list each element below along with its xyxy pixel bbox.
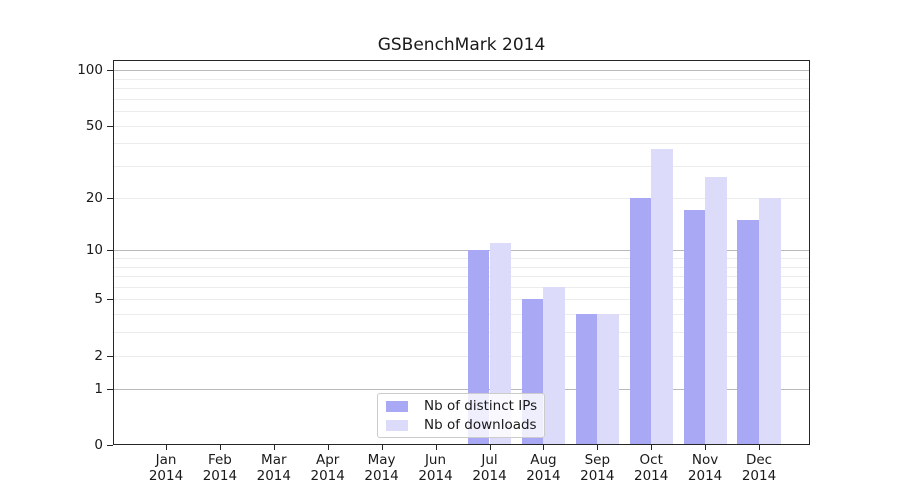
bar-distinct-ips: [575, 314, 598, 445]
y-tick-label: 100: [77, 62, 103, 78]
legend-label-distinct-ips: Nb of distinct IPs: [424, 398, 538, 414]
y-gridline-minor: [114, 197, 810, 199]
bar-downloads: [543, 286, 565, 445]
x-tick-label: Jan 2014: [148, 452, 184, 484]
legend-item-distinct-ips: Nb of distinct IPs: [386, 399, 544, 413]
y-tick: [107, 388, 113, 390]
y-gridline-minor: [114, 299, 810, 301]
legend-item-downloads: Nb of downloads: [386, 418, 544, 432]
x-tick-label: Oct 2014: [634, 452, 669, 484]
x-tick: [435, 445, 437, 450]
chart-title: GSBenchMark 2014: [377, 35, 546, 55]
y-tick: [107, 299, 113, 301]
x-tick-label: Dec 2014: [741, 452, 777, 484]
y-tick-label: 2: [94, 347, 103, 364]
y-tick: [107, 125, 113, 127]
legend-swatch-distinct-ips: [386, 400, 408, 412]
y-gridline-minor: [114, 332, 810, 334]
bar-distinct-ips: [737, 219, 759, 445]
x-tick-label: Sep 2014: [580, 452, 615, 484]
y-gridline-minor: [114, 87, 810, 89]
y-tick-label: 1: [94, 380, 103, 397]
bar-downloads: [705, 177, 727, 445]
x-tick-label: Apr 2014: [310, 452, 345, 484]
y-tick: [107, 70, 113, 71]
y-gridline-minor: [114, 98, 810, 100]
legend-label-downloads: Nb of downloads: [424, 417, 537, 433]
x-tick: [273, 445, 275, 450]
y-gridline-decade: [114, 388, 810, 390]
y-gridline-minor: [114, 143, 810, 145]
bar-downloads: [759, 197, 781, 445]
x-tick: [166, 445, 167, 450]
y-gridline-minor: [114, 257, 810, 259]
y-gridline-minor: [114, 276, 810, 277]
x-tick: [489, 445, 491, 450]
y-gridline-minor: [114, 78, 810, 80]
y-gridline-decade: [114, 70, 810, 71]
x-tick: [651, 445, 653, 450]
x-tick: [327, 445, 329, 450]
y-tick-label: 10: [85, 242, 103, 259]
x-tick: [543, 445, 545, 450]
x-tick: [381, 445, 383, 450]
y-tick: [107, 197, 113, 199]
y-tick: [107, 445, 113, 446]
x-tick-label: Jul 2014: [472, 452, 507, 484]
x-tick-label: Jun 2014: [418, 452, 453, 484]
y-gridline-decade: [114, 250, 810, 252]
plot-border: [113, 60, 810, 445]
x-tick: [705, 445, 707, 450]
y-tick: [107, 250, 113, 252]
y-tick-label: 50: [85, 117, 103, 134]
y-gridline-minor: [114, 111, 810, 112]
x-tick-label: May 2014: [364, 452, 399, 484]
y-gridline-minor: [114, 314, 810, 316]
x-tick: [597, 445, 599, 450]
x-tick-label: Nov 2014: [687, 452, 723, 484]
x-tick-label: Mar 2014: [256, 452, 291, 484]
y-tick-label: 5: [94, 291, 103, 308]
y-gridline-minor: [114, 286, 810, 288]
legend: Nb of distinct IPs Nb of downloads: [377, 393, 545, 438]
y-tick-label: 20: [85, 189, 103, 206]
y-gridline-minor: [114, 125, 810, 127]
x-tick-label: Aug 2014: [526, 452, 561, 484]
y-tick: [107, 355, 113, 357]
y-gridline-minor: [114, 266, 810, 268]
y-tick-label: 0: [94, 437, 103, 453]
y-gridline-minor: [114, 355, 810, 357]
y-gridline-minor: [114, 166, 810, 167]
x-tick-label: Feb 2014: [202, 452, 238, 484]
x-tick: [759, 445, 760, 450]
bar-distinct-ips: [683, 210, 706, 445]
bar-downloads: [597, 314, 619, 445]
legend-swatch-downloads: [386, 419, 408, 431]
x-tick: [219, 445, 221, 450]
bar-distinct-ips: [629, 197, 652, 445]
bar-downloads: [651, 149, 673, 445]
